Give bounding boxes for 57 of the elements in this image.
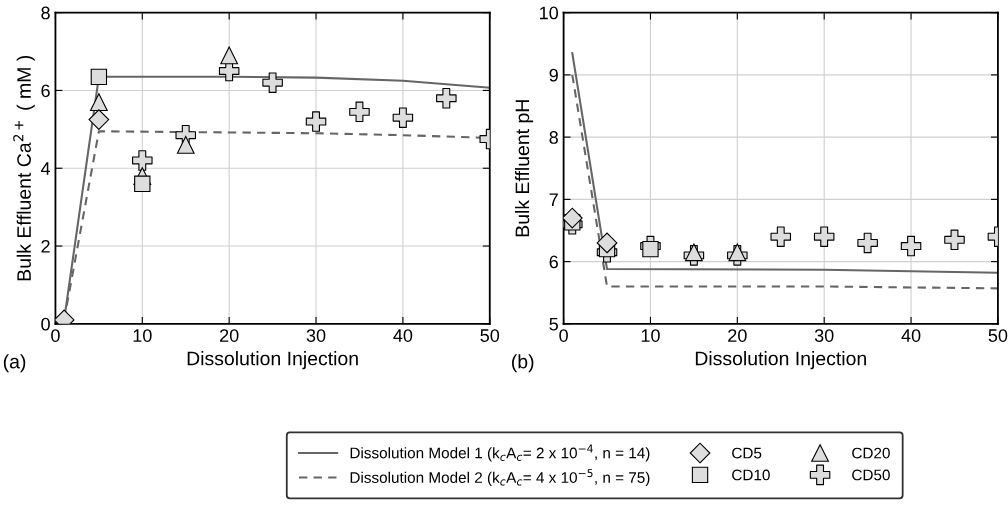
y-tick-label: 5 [549,317,558,331]
x-axis-title: Dissolution Injection [187,351,358,370]
text: (a) [3,354,26,373]
legend-label: CD5 [732,447,762,459]
point [596,232,618,254]
x-tick-label: 10 [641,329,660,342]
point [436,87,457,109]
y-tick-label: 7 [549,193,558,206]
point [88,109,110,130]
x-tick-label: 0 [559,329,568,342]
point [90,68,108,86]
y-tick-label: 6 [549,255,558,269]
legend-label: Dissolution Model 2 (k$_{c}$A$_{c}$= 4 x 10$^{−5}$, n = 75) [350,469,650,486]
point [305,111,327,132]
y-tick-label: 0 [41,317,50,331]
x-tick-label: 10 [133,329,152,342]
legend-label: CD50 [852,469,890,481]
point [132,150,153,171]
y-tick-label: 10 [540,6,559,20]
y-axis-title: Bulk Effluent Ca$^{2+}$ ( mM ) [13,55,35,281]
point [392,107,414,128]
point [220,46,239,65]
x-tick-label: 50 [480,329,500,342]
legend-label: CD20 [852,447,890,459]
x-tick-label: 50 [988,329,1008,342]
point [349,101,370,123]
point [900,235,922,257]
legend-label: CD10 [732,469,770,481]
x-tick-label: 40 [393,329,413,342]
y-axis-title: Bulk Effluent pH [514,100,534,237]
point [944,229,965,251]
x-tick-label: 20 [220,329,239,342]
x-tick-label: 20 [728,329,747,342]
point [262,72,283,93]
point [89,93,108,112]
point [563,207,583,229]
legend-label: Dissolution Model 1 (k$_{c}$A$_{c}$= 2 x 10$^{−4}$, n = 14) [350,444,650,462]
y-tick-label: 6 [41,84,50,98]
y-tick-label: 4 [40,162,51,175]
y-tick-label: 8 [41,6,50,20]
y-tick-label: 8 [549,131,558,144]
point [134,175,151,192]
point [728,243,747,262]
point [857,232,878,254]
x-tick-label: 40 [901,329,921,342]
text: (b) [512,354,534,373]
point [642,240,659,258]
x-tick-label: 30 [306,329,326,342]
point [770,226,792,247]
point [176,136,195,154]
x-tick-label: 0 [51,329,60,342]
point [685,243,703,262]
y-tick-label: 9 [549,68,558,82]
x-tick-label: 30 [814,329,834,342]
y-tick-label: 2 [41,239,50,253]
point [813,226,835,247]
x-axis-title: Dissolution Injection [695,351,866,370]
